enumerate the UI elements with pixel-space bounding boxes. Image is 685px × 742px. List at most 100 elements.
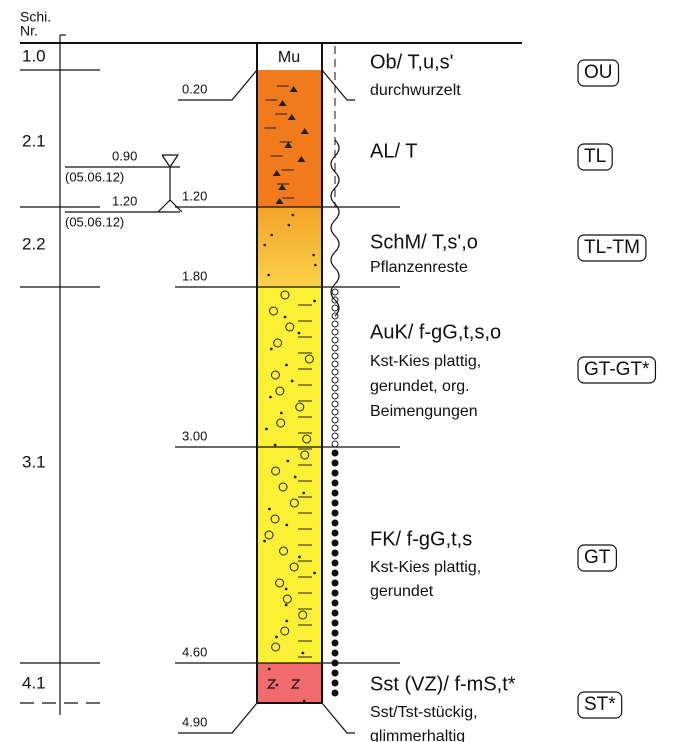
pattern bbox=[313, 572, 316, 575]
pattern bbox=[285, 604, 288, 607]
layer-name: AuK/ f-gG,t,s,o bbox=[370, 321, 501, 343]
pattern bbox=[285, 524, 288, 527]
pattern bbox=[332, 305, 338, 311]
pattern bbox=[332, 580, 339, 587]
water-date: (05.06.12) bbox=[65, 169, 124, 184]
pattern bbox=[332, 417, 338, 423]
pattern bbox=[332, 345, 338, 351]
pattern bbox=[302, 492, 305, 495]
pattern bbox=[292, 214, 295, 217]
layer-fill bbox=[257, 207, 322, 287]
depth-label: 3.00 bbox=[182, 428, 207, 443]
soil-class: ST* bbox=[584, 694, 616, 715]
pattern bbox=[285, 588, 288, 591]
pattern bbox=[332, 610, 339, 617]
pattern bbox=[332, 470, 339, 477]
layer-description: Kst-Kies plattig, bbox=[370, 559, 481, 576]
pattern bbox=[274, 444, 277, 447]
pattern bbox=[332, 550, 339, 557]
pattern bbox=[332, 480, 339, 487]
layer-description: Pflanzenreste bbox=[370, 259, 468, 276]
pattern bbox=[332, 670, 339, 677]
layer-number: 1.0 bbox=[22, 46, 46, 65]
pattern bbox=[332, 329, 338, 335]
soil-class: GT-GT* bbox=[584, 359, 650, 380]
pattern bbox=[285, 364, 288, 367]
layer-ticks bbox=[20, 70, 105, 703]
pattern bbox=[269, 396, 272, 399]
layer-name: SchM/ T,s',o bbox=[370, 231, 478, 253]
layer-description: gerundet, org. bbox=[370, 378, 470, 395]
pattern bbox=[265, 428, 268, 431]
pattern bbox=[332, 560, 339, 567]
pattern bbox=[332, 450, 339, 457]
descriptions: Ob/ T,u,s' durchwurzelt OU AL/ T TL SchM/ T,s… bbox=[370, 51, 655, 742]
layer-fill bbox=[257, 287, 322, 663]
layer-description: Beimengungen bbox=[370, 403, 478, 420]
pattern bbox=[298, 556, 301, 559]
column-label: Mu bbox=[278, 49, 300, 66]
pattern bbox=[332, 490, 339, 497]
layer-name: AL/ T bbox=[370, 140, 417, 162]
pattern bbox=[332, 321, 338, 327]
pattern bbox=[332, 660, 339, 667]
layer-number: 4.1 bbox=[22, 673, 46, 692]
pattern bbox=[332, 650, 339, 657]
depth-label: 1.20 bbox=[182, 188, 207, 203]
pattern bbox=[332, 630, 339, 637]
pattern bbox=[332, 530, 339, 537]
pattern bbox=[332, 690, 339, 697]
pattern bbox=[332, 590, 339, 597]
pattern bbox=[332, 409, 338, 415]
pattern bbox=[263, 244, 266, 247]
pattern bbox=[332, 377, 338, 383]
pattern bbox=[332, 353, 338, 359]
pattern bbox=[291, 380, 294, 383]
header-label: Nr. bbox=[20, 23, 38, 39]
layer-name: FK/ f-gG,t,s bbox=[370, 528, 472, 550]
pattern bbox=[268, 668, 271, 671]
layer-number: 2.2 bbox=[22, 234, 46, 253]
pattern bbox=[332, 460, 339, 467]
pattern bbox=[301, 652, 304, 655]
layer-description: durchwurzelt bbox=[370, 82, 461, 99]
layer-fill bbox=[257, 70, 322, 207]
pattern bbox=[332, 640, 339, 647]
pattern bbox=[267, 274, 270, 277]
pattern bbox=[332, 520, 339, 527]
depth-label: 4.90 bbox=[182, 714, 207, 729]
soil-class: GT bbox=[584, 547, 611, 568]
layer-number: 3.1 bbox=[22, 452, 46, 471]
pattern bbox=[275, 684, 278, 687]
layer-name: Sst (VZ)/ f-mS,t* bbox=[370, 673, 516, 695]
depth-label: 0.20 bbox=[182, 81, 207, 96]
soil-class: OU bbox=[584, 62, 613, 83]
pattern bbox=[280, 412, 283, 415]
water-depth: 1.20 bbox=[112, 193, 137, 208]
pattern bbox=[287, 224, 290, 227]
layer-description: Kst-Kies plattig, bbox=[370, 353, 481, 370]
pattern bbox=[294, 476, 297, 479]
soil-class: TL bbox=[584, 146, 606, 167]
layer-number: 2.1 bbox=[22, 131, 46, 150]
pattern bbox=[332, 433, 338, 439]
pattern bbox=[332, 401, 338, 407]
pattern bbox=[332, 369, 338, 375]
pattern bbox=[286, 460, 289, 463]
pattern bbox=[332, 393, 338, 399]
depth-label: 1.80 bbox=[182, 268, 207, 283]
pattern bbox=[298, 332, 301, 335]
layer-description: glimmerhaltig bbox=[370, 728, 465, 742]
pattern bbox=[332, 570, 339, 577]
side-symbols bbox=[331, 46, 339, 316]
pattern bbox=[332, 425, 338, 431]
layer-description: gerundet bbox=[370, 583, 434, 600]
pattern bbox=[332, 441, 338, 447]
pattern bbox=[312, 254, 315, 257]
pattern bbox=[303, 700, 306, 703]
depth-label: 4.60 bbox=[182, 644, 207, 659]
pattern bbox=[332, 620, 339, 627]
pattern bbox=[332, 680, 339, 687]
layer-name: Ob/ T,u,s' bbox=[370, 51, 454, 73]
pattern bbox=[263, 540, 266, 543]
